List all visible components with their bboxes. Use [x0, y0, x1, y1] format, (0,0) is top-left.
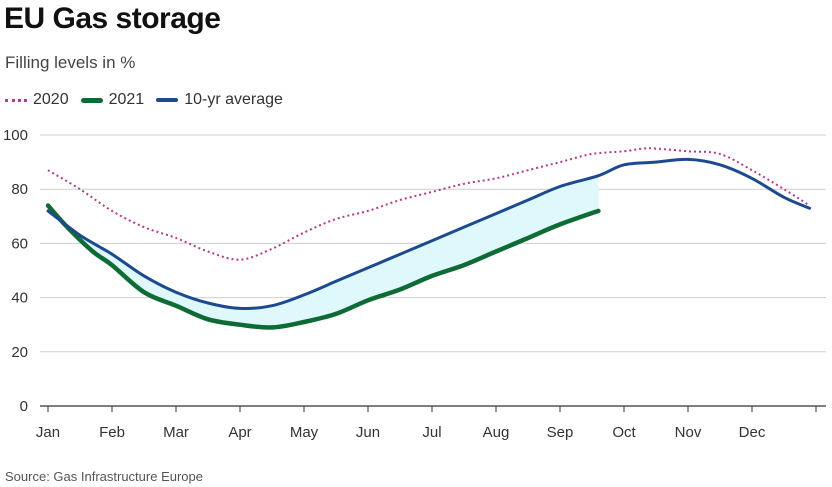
- source-note: Source: Gas Infrastructure Europe: [5, 469, 203, 484]
- legend-swatch-10yr-average: [156, 98, 179, 102]
- x-tick-label-nov: Nov: [675, 424, 702, 441]
- legend-swatch-2020: [5, 98, 27, 102]
- chart-legend: 2020 2021 10-yr average: [5, 91, 295, 109]
- y-tick-label-60: 60: [11, 235, 28, 252]
- y-tick-label-20: 20: [11, 344, 28, 361]
- y-tick-label-80: 80: [11, 181, 28, 198]
- x-tick-label-jul: Jul: [422, 424, 441, 441]
- x-tick-label-dec: Dec: [739, 424, 766, 441]
- legend-swatch-2021: [80, 97, 103, 103]
- chart-title: EU Gas storage: [4, 2, 221, 35]
- x-tick-label-aug: Aug: [483, 424, 510, 441]
- legend-label-10yr-average: 10-yr average: [184, 91, 283, 108]
- chart-subtitle: Filling levels in %: [5, 53, 136, 72]
- shaded-gap-layer: [48, 175, 599, 328]
- legend-item-2021: 2021: [80, 91, 145, 109]
- series-layer: [45, 147, 812, 330]
- x-tick-label-jun: Jun: [356, 424, 380, 441]
- x-tick-label-mar: Mar: [163, 424, 189, 441]
- y-tick-label-40: 40: [11, 290, 28, 307]
- x-tick-label-jan: Jan: [36, 424, 60, 441]
- x-tick-label-feb: Feb: [99, 424, 125, 441]
- legend-label-2020: 2020: [33, 91, 69, 108]
- y-tick-label-100: 100: [3, 127, 28, 144]
- legend-label-2021: 2021: [108, 91, 145, 108]
- series-line-2020: [47, 147, 811, 261]
- x-tick-label-oct: Oct: [612, 424, 636, 441]
- x-axis: Jan Feb Mar Apr May Jun Jul Aug Sep Oct Nov Dec: [36, 405, 826, 441]
- x-tick-label-apr: Apr: [228, 424, 251, 441]
- series-line-2021: [45, 203, 601, 330]
- shaded-gap-area: [48, 175, 599, 328]
- legend-item-10yr-average: 10-yr average: [156, 91, 283, 109]
- series-line-10-yr-average: [46, 157, 812, 311]
- x-tick-label-sep: Sep: [547, 424, 574, 441]
- y-tick-label-0: 0: [20, 398, 28, 415]
- legend-item-2020: 2020: [5, 91, 69, 109]
- x-tick-label-may: May: [290, 424, 319, 441]
